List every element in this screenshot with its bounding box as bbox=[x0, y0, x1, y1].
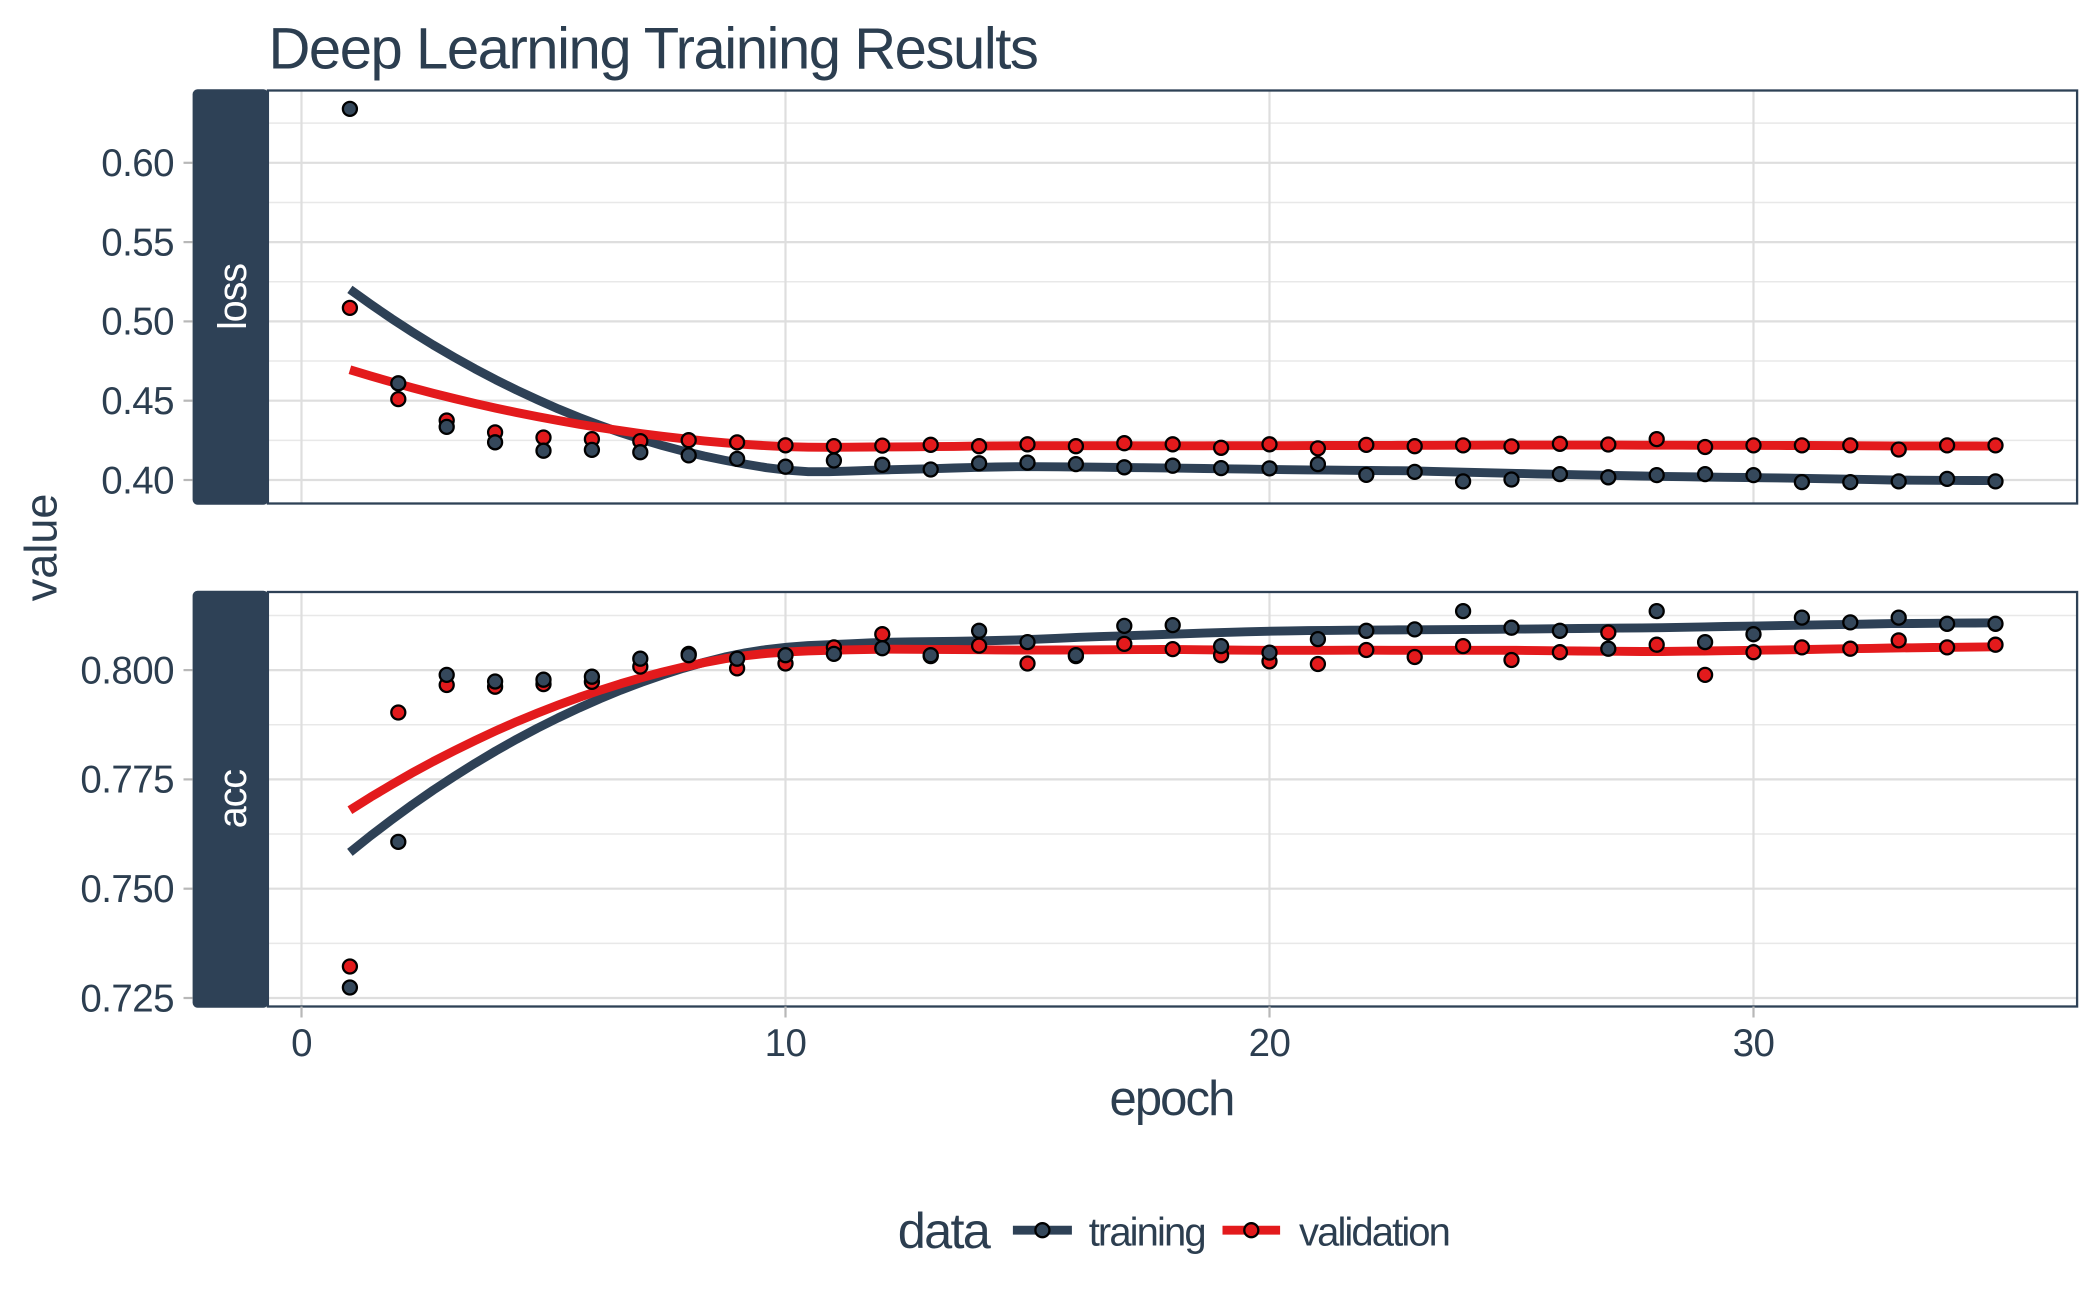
svg-text:training: training bbox=[1089, 1210, 1205, 1254]
svg-text:20: 20 bbox=[1249, 1022, 1291, 1065]
svg-text:0.750: 0.750 bbox=[80, 868, 174, 911]
svg-text:0.60: 0.60 bbox=[101, 142, 174, 185]
svg-text:0.45: 0.45 bbox=[101, 380, 174, 423]
svg-text:Deep Learning Training Results: Deep Learning Training Results bbox=[269, 17, 1038, 82]
svg-text:epoch: epoch bbox=[1109, 1072, 1233, 1126]
svg-text:0.55: 0.55 bbox=[101, 221, 174, 264]
svg-text:value: value bbox=[15, 494, 66, 602]
svg-text:10: 10 bbox=[765, 1022, 807, 1065]
svg-text:loss: loss bbox=[211, 264, 255, 330]
svg-text:validation: validation bbox=[1299, 1210, 1449, 1254]
svg-text:acc: acc bbox=[211, 770, 255, 829]
svg-text:0.725: 0.725 bbox=[80, 977, 174, 1020]
svg-text:30: 30 bbox=[1733, 1022, 1775, 1065]
svg-text:0.800: 0.800 bbox=[80, 649, 174, 692]
svg-text:0.40: 0.40 bbox=[101, 459, 174, 502]
svg-text:data: data bbox=[898, 1202, 992, 1259]
svg-text:0.775: 0.775 bbox=[80, 759, 174, 802]
svg-text:0.50: 0.50 bbox=[101, 301, 174, 344]
svg-text:0: 0 bbox=[291, 1022, 312, 1065]
